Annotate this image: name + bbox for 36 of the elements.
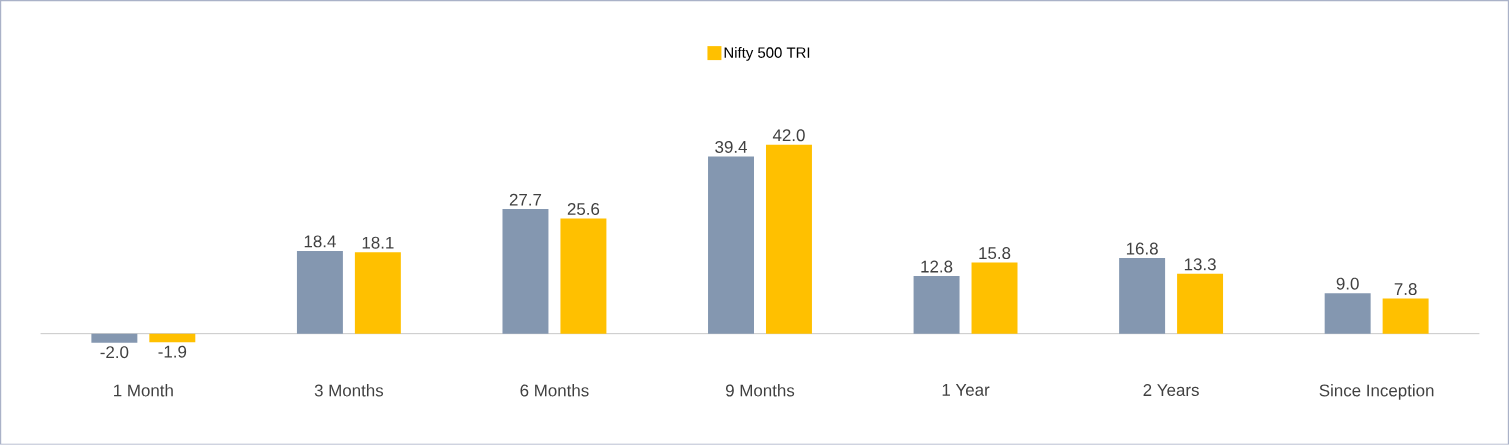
bar — [708, 156, 754, 334]
bar — [502, 209, 549, 334]
bar — [913, 276, 960, 334]
legend-label: Nifty 500 TRI — [724, 47, 810, 61]
data-label: 25.6 — [567, 203, 600, 216]
data-label: -2.0 — [100, 346, 129, 359]
bar — [560, 218, 607, 334]
bar — [91, 333, 138, 343]
data-label: 12.8 — [921, 260, 953, 273]
x-tick-label: Since Inception — [1319, 384, 1434, 400]
data-label: 15.8 — [979, 247, 1011, 260]
bar — [1382, 298, 1429, 334]
bar — [1119, 258, 1166, 334]
data-label: 7.8 — [1394, 283, 1417, 296]
bar — [149, 333, 196, 343]
data-label: 39.4 — [715, 141, 747, 153]
data-label: 16.8 — [1126, 242, 1158, 255]
data-label: 9.0 — [1336, 277, 1359, 290]
bar — [971, 262, 1018, 334]
bar — [1177, 273, 1224, 334]
data-label: 13.3 — [1184, 258, 1216, 271]
data-label: 18.1 — [362, 236, 394, 249]
x-tick-label: 9 Months — [725, 384, 795, 397]
data-label: 42.0 — [772, 129, 805, 142]
bar — [296, 250, 343, 334]
bar — [765, 144, 812, 334]
bar — [354, 252, 401, 334]
x-tick-label: 3 Months — [314, 384, 384, 397]
data-label: 18.4 — [304, 235, 336, 248]
x-tick-label: 1 Month — [114, 384, 173, 397]
bar — [1324, 293, 1371, 334]
x-tick-label: 6 Months — [520, 384, 589, 397]
x-tick-label: 2 Years — [1143, 384, 1199, 397]
x-tick-label: 1 Year — [942, 384, 990, 396]
data-label: -1.9 — [158, 345, 187, 358]
data-label: 27.7 — [509, 193, 542, 206]
